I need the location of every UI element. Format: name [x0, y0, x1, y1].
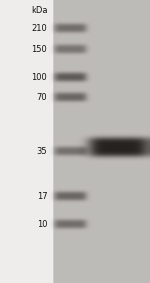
- Text: 100: 100: [32, 73, 47, 82]
- Text: 10: 10: [37, 220, 47, 230]
- Text: 17: 17: [37, 192, 47, 201]
- Text: 70: 70: [37, 93, 47, 102]
- Text: 150: 150: [32, 45, 47, 54]
- Text: 210: 210: [32, 24, 47, 33]
- Text: kDa: kDa: [31, 6, 47, 15]
- Text: 35: 35: [37, 147, 47, 156]
